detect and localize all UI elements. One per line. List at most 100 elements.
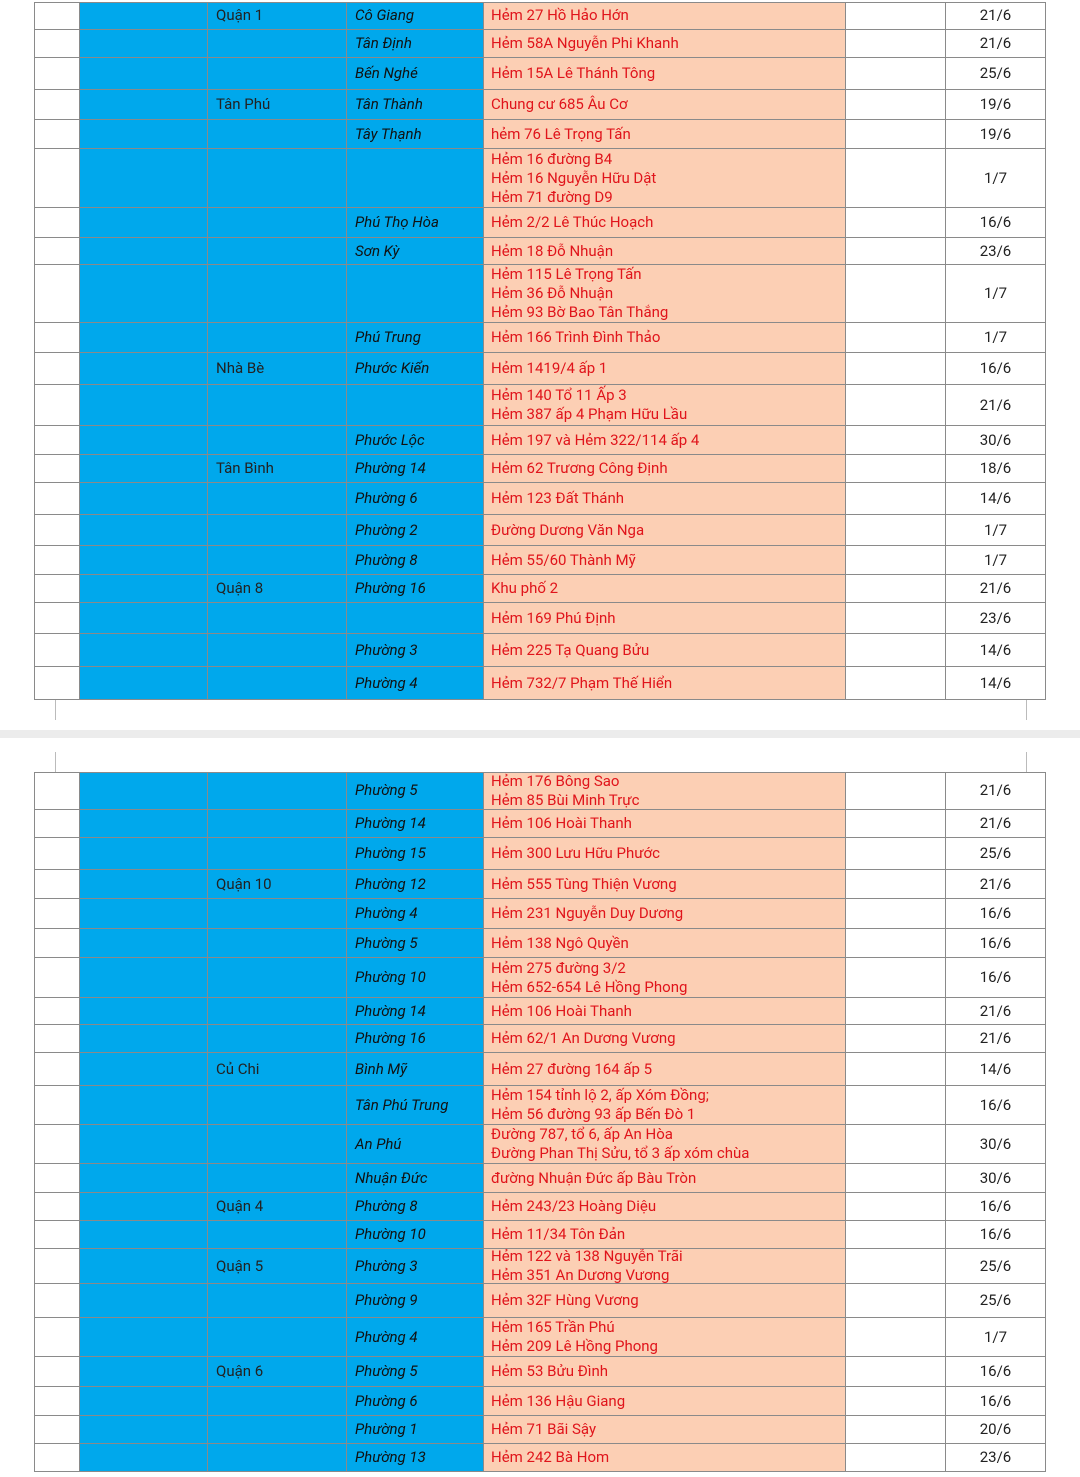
date-cell: 16/6 bbox=[946, 1387, 1046, 1416]
address-cell: Hẻm 15A Lê Thánh Tông bbox=[484, 58, 846, 90]
address: Hẻm 209 Lê Hồng Phong bbox=[491, 1337, 658, 1355]
address-cell: Hẻm 53 Bửu Đình bbox=[484, 1357, 846, 1387]
district-cell: Quận 6 bbox=[208, 1357, 347, 1387]
date: 16/6 bbox=[979, 968, 1012, 986]
cell-empty bbox=[34, 634, 80, 667]
cell-empty bbox=[34, 838, 80, 870]
date: 14/6 bbox=[979, 640, 1012, 659]
address-cell: Hẻm 555 Tùng Thiện Vương bbox=[484, 870, 846, 899]
margin-mark bbox=[55, 752, 56, 772]
address-cell: hẻm 76 Lê Trọng Tấn bbox=[484, 120, 846, 149]
cell-empty bbox=[846, 2, 946, 30]
district: Tân Bình bbox=[216, 459, 274, 477]
ward-cell: Tân Định bbox=[347, 30, 484, 58]
ward-cell: Phường 4 bbox=[347, 1318, 484, 1357]
ward-cell: Phường 16 bbox=[347, 1025, 484, 1053]
district-cell bbox=[208, 1025, 347, 1053]
ward-cell bbox=[347, 265, 484, 323]
cell-empty bbox=[34, 265, 80, 323]
address-cell: Hẻm 71 Bãi Sậy bbox=[484, 1416, 846, 1444]
address-cell: Hẻm 225 Tạ Quang Bửu bbox=[484, 634, 846, 667]
date: 16/6 bbox=[979, 1391, 1012, 1410]
date-cell: 21/6 bbox=[946, 385, 1046, 426]
cell-blue bbox=[80, 810, 208, 838]
date-cell: 14/6 bbox=[946, 634, 1046, 667]
district: Quận 10 bbox=[216, 874, 272, 893]
district-cell: Quận 5 bbox=[208, 1249, 347, 1284]
district-cell bbox=[208, 208, 347, 238]
cell-empty bbox=[846, 1387, 946, 1416]
date: 16/6 bbox=[979, 359, 1012, 377]
cell-blue bbox=[80, 667, 208, 700]
address: Hẻm 115 Lê Trọng Tấn bbox=[491, 265, 642, 283]
date: 25/6 bbox=[979, 844, 1012, 862]
ward-cell: Phường 8 bbox=[347, 1193, 484, 1221]
ward-cell: Phường 4 bbox=[347, 667, 484, 700]
district-cell: Quận 10 bbox=[208, 870, 347, 899]
cell-empty bbox=[846, 838, 946, 870]
ward: Phường 15 bbox=[355, 844, 426, 862]
address-cell: Hẻm 176 Bông Sao Hẻm 85 Bùi Minh Trực bbox=[484, 772, 846, 810]
cell-empty bbox=[846, 575, 946, 603]
address: Hẻm 16 đường B4 bbox=[491, 149, 613, 168]
ward-cell: Phường 13 bbox=[347, 1444, 484, 1472]
address: Hẻm 154 tỉnh lộ 2, ấp Xóm Đồng; bbox=[491, 1086, 709, 1104]
address-cell: Hẻm 300 Lưu Hữu Phước bbox=[484, 838, 846, 870]
date: 25/6 bbox=[979, 64, 1012, 82]
date: 16/6 bbox=[979, 904, 1012, 922]
cell-empty bbox=[34, 929, 80, 958]
cell-empty bbox=[846, 30, 946, 58]
address: đường Nhuận Đức ấp Bàu Tròn bbox=[491, 1168, 697, 1187]
ward: Phường 13 bbox=[355, 1448, 426, 1466]
ward-cell: Phường 14 bbox=[347, 455, 484, 483]
date-cell: 18/6 bbox=[946, 455, 1046, 483]
district-cell bbox=[208, 149, 347, 208]
district-cell: Tân Phú bbox=[208, 90, 347, 120]
cell-empty bbox=[846, 603, 946, 634]
cell-empty bbox=[846, 1444, 946, 1472]
date: 19/6 bbox=[979, 95, 1012, 113]
cell-empty bbox=[34, 58, 80, 90]
ward: Phường 14 bbox=[355, 814, 426, 832]
district-cell bbox=[208, 958, 347, 998]
ward: Phường 10 bbox=[355, 1225, 426, 1243]
margin-mark bbox=[1026, 752, 1027, 772]
ward-cell bbox=[347, 603, 484, 634]
address: Hẻm 138 Ngô Quyền bbox=[491, 933, 629, 952]
date-cell: 19/6 bbox=[946, 90, 1046, 120]
date-cell: 30/6 bbox=[946, 1125, 1046, 1164]
cell-empty bbox=[846, 455, 946, 483]
cell-empty bbox=[34, 353, 80, 385]
cell-empty bbox=[846, 1357, 946, 1387]
cell-empty bbox=[846, 998, 946, 1025]
ward-cell: Tây Thạnh bbox=[347, 120, 484, 149]
cell-blue bbox=[80, 149, 208, 208]
date-cell: 16/6 bbox=[946, 1086, 1046, 1125]
address: Hẻm 242 Bà Hom bbox=[491, 1448, 610, 1466]
cell-blue bbox=[80, 265, 208, 323]
cell-empty bbox=[846, 515, 946, 546]
date-cell: 20/6 bbox=[946, 1416, 1046, 1444]
ward: Phường 16 bbox=[355, 1029, 426, 1047]
district-cell bbox=[208, 899, 347, 929]
ward: Phường 3 bbox=[355, 1256, 418, 1275]
ward: Phường 4 bbox=[355, 1327, 418, 1346]
cell-empty bbox=[846, 667, 946, 700]
address: Đường Phan Thị Sửu, tổ 3 ấp xóm chùa bbox=[491, 1144, 750, 1162]
date-cell: 21/6 bbox=[946, 870, 1046, 899]
date: 21/6 bbox=[979, 814, 1012, 832]
margin-mark bbox=[1026, 700, 1027, 720]
page-break bbox=[0, 730, 1080, 738]
cell-empty bbox=[34, 1318, 80, 1357]
date-cell: 1/7 bbox=[946, 265, 1046, 323]
date: 1/7 bbox=[983, 550, 1008, 569]
cell-empty bbox=[846, 90, 946, 120]
date: 25/6 bbox=[979, 1256, 1012, 1275]
date: 21/6 bbox=[979, 34, 1012, 52]
cell-empty bbox=[34, 515, 80, 546]
cell-empty bbox=[846, 1025, 946, 1053]
date-cell: 16/6 bbox=[946, 899, 1046, 929]
address: Hẻm 93 Bờ Bao Tân Thắng bbox=[491, 303, 669, 321]
cell-empty bbox=[846, 1193, 946, 1221]
address: Hẻm 2/2 Lê Thúc Hoạch bbox=[491, 213, 654, 231]
